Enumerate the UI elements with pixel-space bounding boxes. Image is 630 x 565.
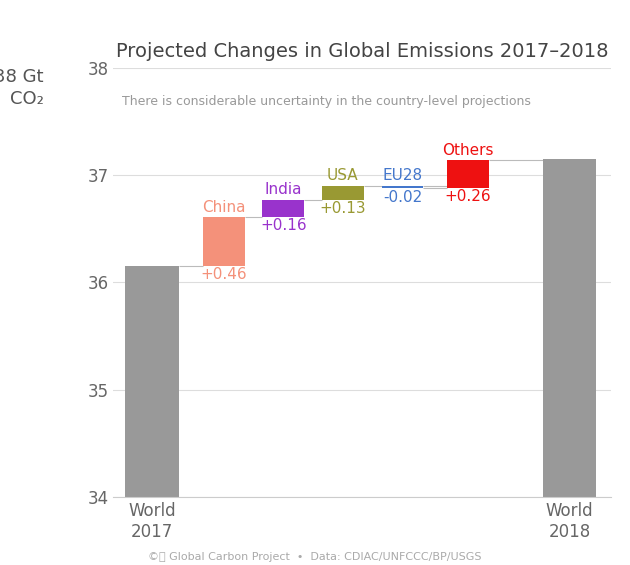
Text: Others: Others — [442, 142, 494, 158]
Bar — [263, 199, 304, 217]
Bar — [203, 217, 244, 266]
Text: +0.46: +0.46 — [200, 267, 247, 282]
Bar — [447, 160, 489, 188]
Bar — [322, 185, 364, 199]
Bar — [125, 266, 179, 497]
Text: 38 Gt
CO₂: 38 Gt CO₂ — [0, 68, 43, 108]
Text: USA: USA — [327, 168, 358, 184]
Text: +0.13: +0.13 — [319, 201, 366, 216]
Bar — [542, 159, 596, 497]
Text: EU28: EU28 — [382, 168, 423, 184]
Text: -0.02: -0.02 — [383, 190, 422, 205]
Text: There is considerable uncertainty in the country-level projections: There is considerable uncertainty in the… — [122, 94, 531, 108]
Text: +0.16: +0.16 — [260, 218, 307, 233]
Text: India: India — [265, 182, 302, 197]
Bar — [382, 185, 423, 188]
Text: ©ⓘ Global Carbon Project  •  Data: CDIAC/UNFCCC/BP/USGS: ©ⓘ Global Carbon Project • Data: CDIAC/U… — [148, 552, 482, 562]
Text: China: China — [202, 199, 246, 215]
Text: +0.26: +0.26 — [445, 189, 491, 204]
Title: Projected Changes in Global Emissions 2017–2018: Projected Changes in Global Emissions 20… — [116, 42, 609, 60]
